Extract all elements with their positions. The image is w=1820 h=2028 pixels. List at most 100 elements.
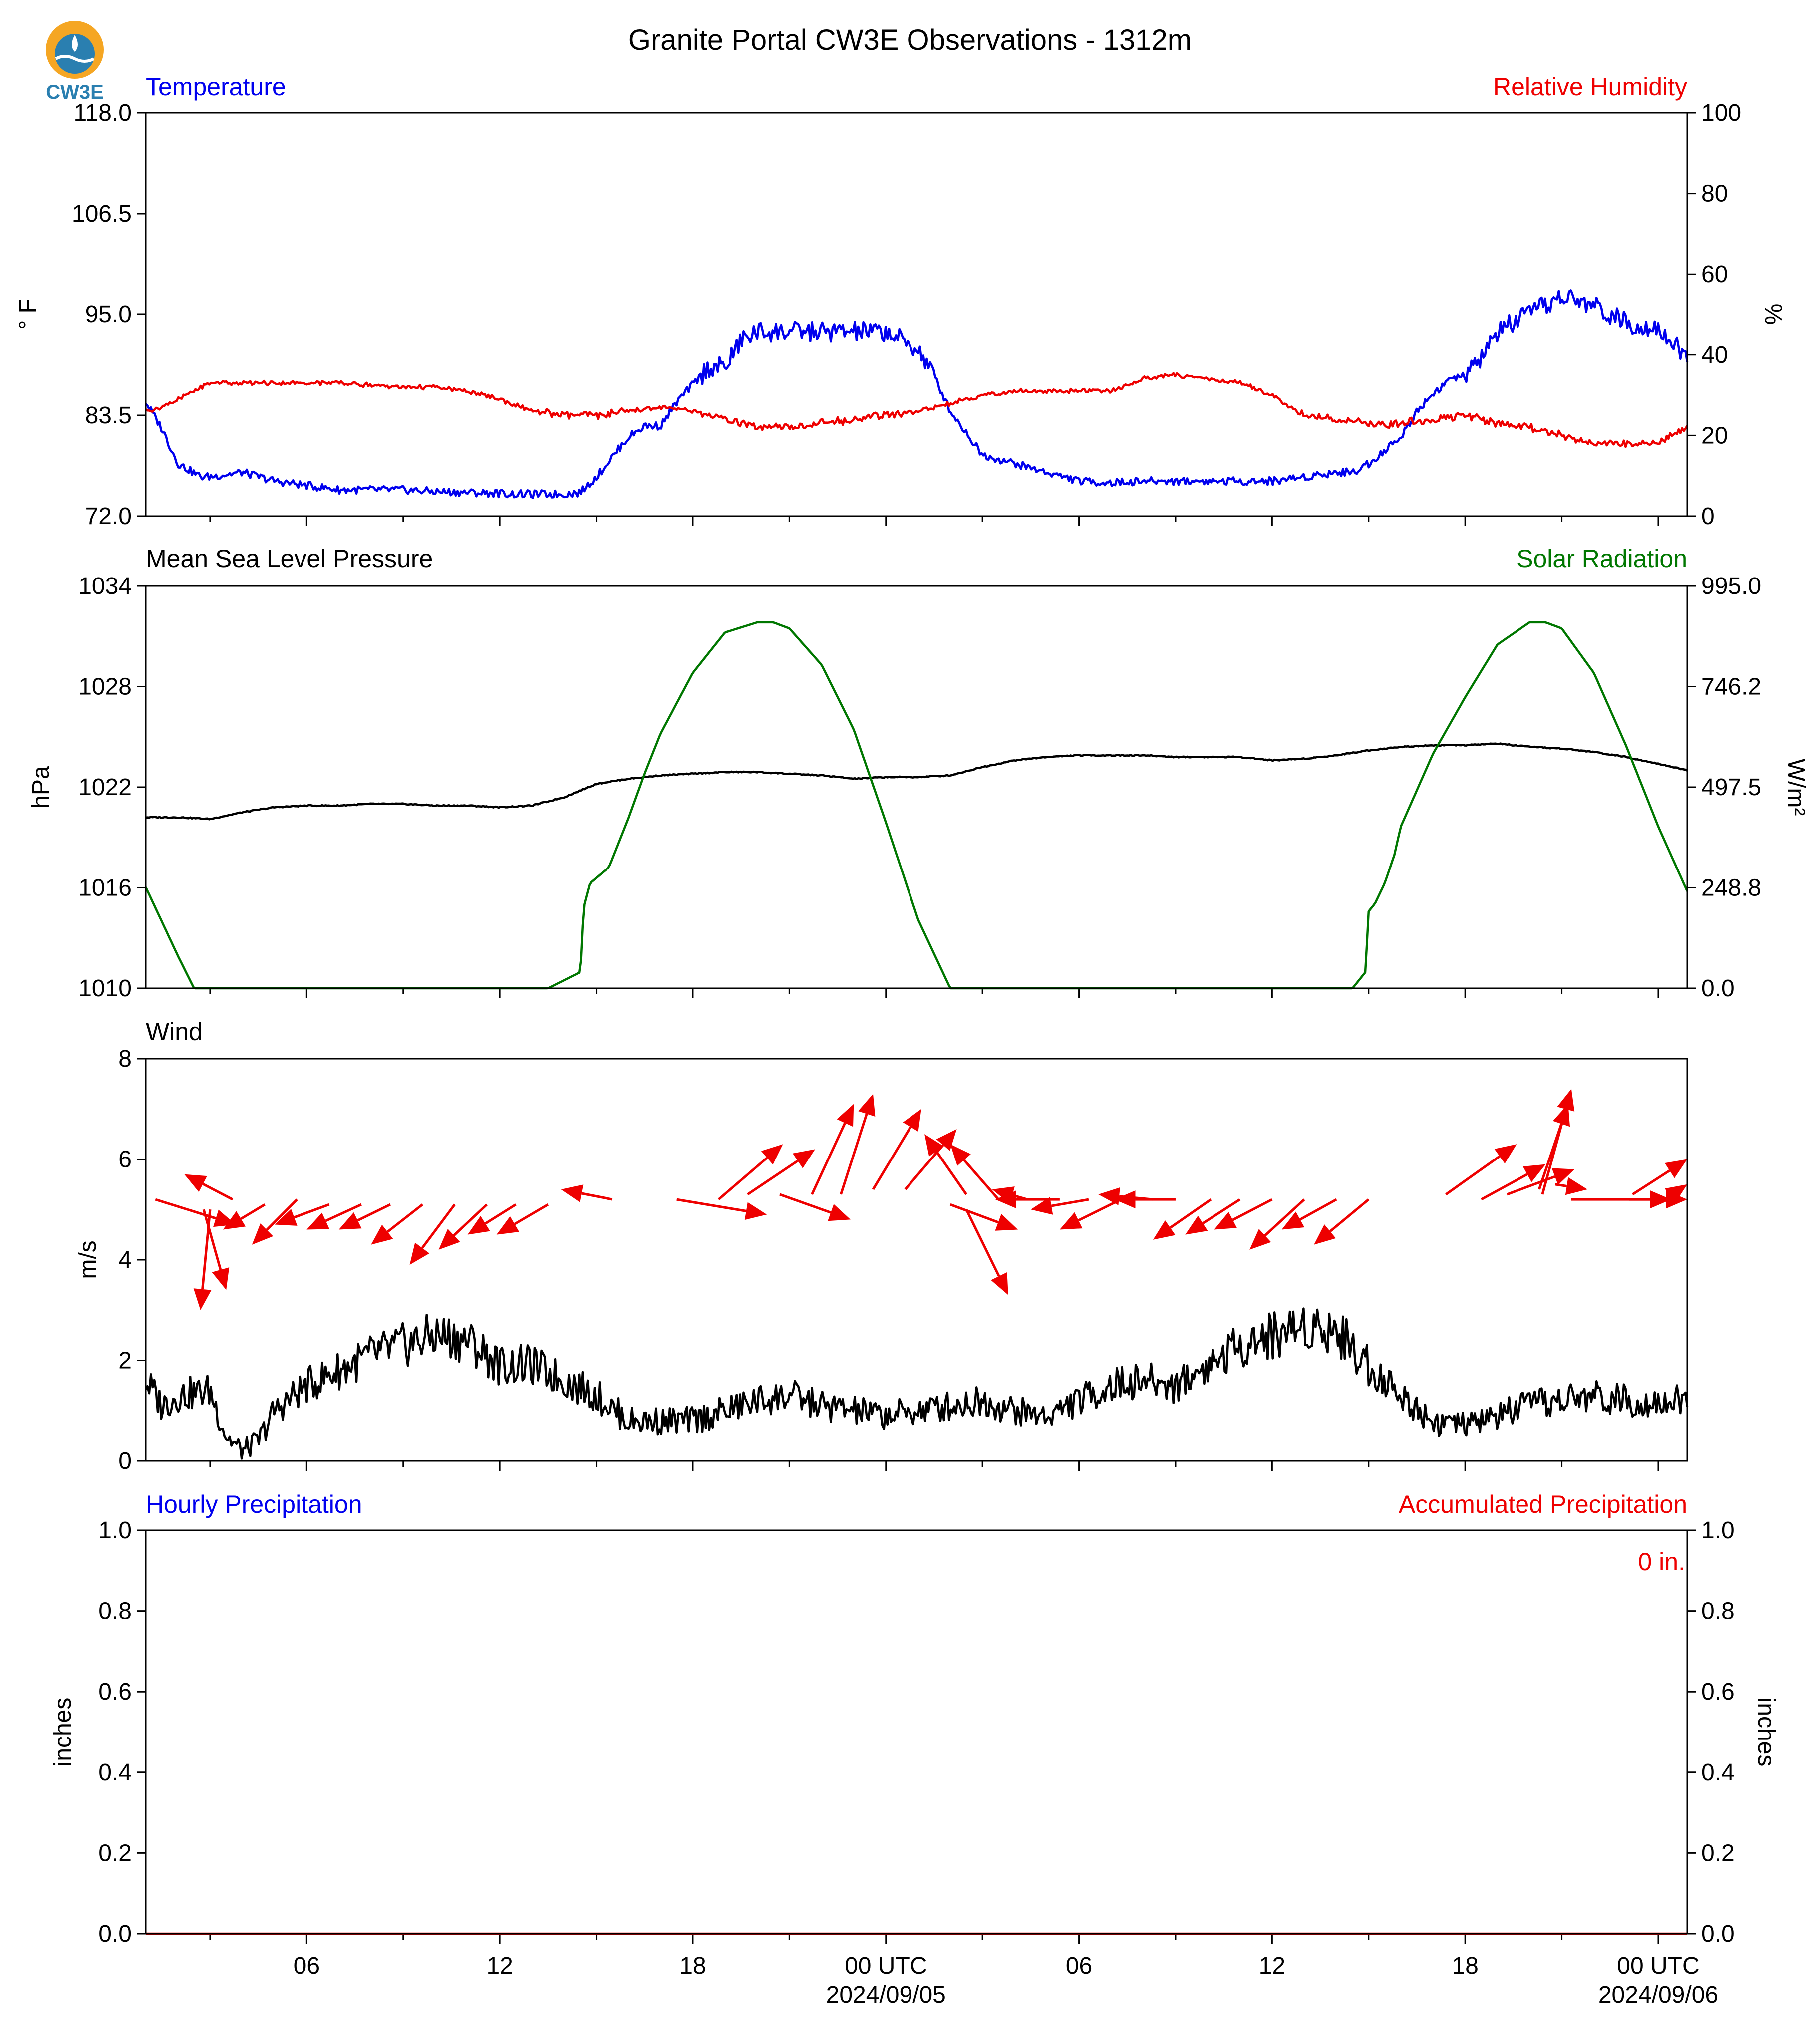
wind-arrow bbox=[676, 1198, 767, 1220]
pressure-series-1-line bbox=[144, 621, 1689, 990]
wind-arrow bbox=[965, 1209, 1008, 1295]
pressure-right-tick-label: 995.0 bbox=[1701, 573, 1761, 599]
x-date-label: 2024/09/05 bbox=[826, 1982, 946, 2008]
wind-arrow bbox=[717, 1144, 783, 1200]
wind-arrow bbox=[338, 1203, 391, 1230]
wind-arrow bbox=[184, 1174, 234, 1201]
temp-right-tick-label: 100 bbox=[1701, 100, 1741, 126]
wind-arrow bbox=[223, 1203, 266, 1230]
temp-left-tick-label: 83.5 bbox=[85, 402, 132, 429]
wind-arrow bbox=[1030, 1197, 1089, 1215]
solar-title: Solar Radiation bbox=[1517, 545, 1687, 573]
wind-arrow bbox=[193, 1209, 212, 1310]
panel-pressure: Mean Sea Level Pressure Solar Radiation … bbox=[28, 545, 1809, 1002]
wind-arrow bbox=[995, 1190, 1060, 1209]
wind-arrow bbox=[467, 1203, 517, 1235]
precip-frame bbox=[145, 1529, 1688, 1935]
temperature-ylabel: ° F bbox=[15, 299, 41, 330]
panel-precipitation: Hourly Precipitation Accumulated Precipi… bbox=[50, 1490, 1779, 2008]
wind-arrow bbox=[1632, 1159, 1687, 1196]
wind-arrow bbox=[1281, 1198, 1337, 1230]
wind-ylabel: m/s bbox=[75, 1240, 101, 1279]
pressure-ylabel: hPa bbox=[28, 766, 54, 809]
wind-arrow bbox=[1481, 1164, 1546, 1201]
wind-arrow bbox=[872, 1109, 921, 1190]
wind-arrow bbox=[1214, 1198, 1273, 1230]
temperature-title: Temperature bbox=[146, 73, 286, 101]
x-tick-label: 00 UTC bbox=[845, 1953, 927, 1979]
wind-arrow bbox=[371, 1203, 423, 1245]
temp-series-1-line bbox=[145, 372, 1688, 448]
temp-left-tick-label: 106.5 bbox=[72, 201, 132, 227]
temp-right-tick-label: 20 bbox=[1701, 422, 1728, 449]
wind-arrow bbox=[1153, 1198, 1212, 1240]
wind-arrow bbox=[409, 1203, 456, 1265]
precip-right-tick-label: 0.8 bbox=[1701, 1598, 1735, 1625]
temp-right-tick-label: 80 bbox=[1701, 181, 1728, 207]
panel-temperature: Temperature Relative Humidity 72.0 83.5 95… bbox=[15, 73, 1786, 530]
hourly-precip-ylabel: inches bbox=[50, 1698, 76, 1767]
temp-left-tick-label: 118.0 bbox=[73, 100, 132, 126]
wind-arrow bbox=[306, 1203, 362, 1230]
logo-drop-icon bbox=[55, 34, 95, 74]
wind-arrow bbox=[202, 1209, 230, 1290]
chart-title: Granite Portal CW3E Observations - 1312m bbox=[628, 24, 1192, 56]
x-tick-label: 06 bbox=[294, 1953, 320, 1979]
temp-left-tick-label: 95.0 bbox=[85, 301, 132, 328]
panel-wind: Wind 0 2 4 6 8 m/s bbox=[75, 1018, 1689, 1474]
wind-arrow bbox=[496, 1203, 549, 1235]
wind-arrow bbox=[1314, 1198, 1370, 1245]
wind-arrow bbox=[1555, 1177, 1588, 1195]
wind-arrow bbox=[779, 1193, 851, 1221]
wind-arrow bbox=[561, 1184, 613, 1202]
precip-total-label: 0 in. bbox=[1638, 1548, 1685, 1576]
wind-arrow bbox=[1059, 1198, 1122, 1230]
pressure-right-tick-label: 497.5 bbox=[1701, 774, 1761, 801]
x-tick-label: 06 bbox=[1066, 1953, 1092, 1979]
pressure-right-tick-label: 248.8 bbox=[1701, 875, 1761, 901]
precip-right-tick-label: 0.4 bbox=[1701, 1759, 1735, 1786]
cw3e-logo: CW3E bbox=[46, 21, 104, 103]
precip-right-tick-label: 1.0 bbox=[1701, 1517, 1735, 1544]
wind-arrow bbox=[950, 1144, 1000, 1200]
precip-left-tick-label: 0.6 bbox=[98, 1679, 132, 1705]
wind-arrow bbox=[949, 1203, 1018, 1231]
wind-arrow bbox=[1664, 1184, 1687, 1204]
precip-left-tick-label: 0.4 bbox=[98, 1759, 132, 1786]
precip-left-tick-label: 0.0 bbox=[98, 1921, 132, 1947]
pressure-right-tick-label: 746.2 bbox=[1701, 674, 1761, 700]
pressure-left-tick-label: 1028 bbox=[78, 674, 132, 700]
wind-arrow bbox=[438, 1203, 488, 1250]
accum-precip-ylabel: inches bbox=[1753, 1698, 1779, 1767]
wind-arrow bbox=[274, 1203, 330, 1226]
x-tick-label: 12 bbox=[486, 1953, 513, 1979]
wind-arrow bbox=[747, 1149, 815, 1196]
humidity-title: Relative Humidity bbox=[1493, 73, 1687, 101]
wind-arrow bbox=[1249, 1198, 1305, 1250]
precip-left-tick-label: 1.0 bbox=[98, 1517, 132, 1544]
pressure-frame bbox=[145, 585, 1688, 989]
wind-arrow bbox=[1541, 1089, 1575, 1195]
wind-left-tick-label: 6 bbox=[118, 1147, 132, 1173]
precip-left-tick-label: 0.8 bbox=[98, 1598, 132, 1625]
logo-drop-glyph-icon bbox=[72, 35, 78, 52]
pressure-right-tick-label: 0.0 bbox=[1701, 975, 1735, 1002]
wind-arrow bbox=[252, 1198, 298, 1245]
wind-arrow bbox=[1445, 1144, 1517, 1196]
temp-right-tick-label: 40 bbox=[1701, 342, 1728, 368]
temp-series-0-line bbox=[145, 289, 1689, 499]
logo-wave-icon bbox=[55, 55, 95, 63]
pressure-left-tick-label: 1016 bbox=[78, 875, 132, 901]
wind-arrow bbox=[1114, 1190, 1176, 1209]
temp-right-tick-label: 60 bbox=[1701, 261, 1728, 288]
x-date-label: 2024/09/06 bbox=[1598, 1982, 1718, 2008]
wind-left-tick-label: 8 bbox=[118, 1046, 132, 1072]
pressure-left-tick-label: 1010 bbox=[78, 975, 132, 1002]
precip-right-tick-label: 0.6 bbox=[1701, 1679, 1735, 1705]
wind-left-tick-label: 4 bbox=[118, 1247, 132, 1273]
accum-precip-title: Accumulated Precipitation bbox=[1399, 1490, 1687, 1518]
x-tick-label: 00 UTC bbox=[1617, 1953, 1699, 1979]
pressure-left-tick-label: 1034 bbox=[78, 573, 132, 599]
wind-arrow bbox=[924, 1134, 967, 1195]
